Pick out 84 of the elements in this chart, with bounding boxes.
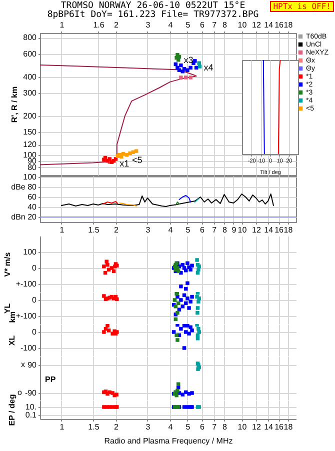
x-tick-label: 2 bbox=[114, 226, 120, 234]
x-tick-label: 6 bbox=[200, 226, 206, 234]
y-tick-label: 90 bbox=[28, 360, 38, 370]
x-tick-label: 12 bbox=[252, 20, 262, 30]
y-tick-label: -100 bbox=[20, 344, 38, 352]
x-tick-label: 18 bbox=[284, 226, 294, 234]
annotation: x3 bbox=[184, 54, 194, 65]
x-tick-label: 9 bbox=[232, 226, 237, 234]
y-axis-title: V* m/s bbox=[2, 252, 12, 277]
x-tick-label: 4 bbox=[168, 226, 174, 234]
y-tick-label: +-100 bbox=[16, 280, 38, 288]
x-tick-label: 14 bbox=[264, 20, 274, 30]
y-tick-label: 300 bbox=[23, 88, 38, 98]
y-tick-label: +-100 bbox=[16, 312, 38, 320]
x-tick-label: 14 bbox=[264, 422, 274, 432]
x-tick-label: 1 bbox=[60, 422, 65, 432]
annotation: PP bbox=[45, 375, 56, 384]
y-tick-label: 10. bbox=[25, 402, 36, 412]
text: km bbox=[8, 311, 17, 323]
chart-subtitle: 8pBP6It DoY= 161.223 File= TR977372.BPG bbox=[47, 10, 259, 20]
y-tick-label: -90 bbox=[24, 388, 38, 398]
y-tick-label: 80 bbox=[28, 162, 38, 172]
x-tick-label: 1.6 bbox=[93, 20, 105, 30]
x-tick-label: 7 bbox=[212, 226, 218, 234]
x-tick-label: 4 bbox=[168, 20, 174, 30]
x-tick-label: 8 bbox=[222, 226, 228, 234]
y-tick-label: 100 bbox=[23, 172, 38, 182]
x-tick-label: 7 bbox=[212, 422, 218, 432]
x-tick-label: 2 bbox=[114, 20, 120, 30]
x-tick-label: 3 bbox=[146, 422, 151, 432]
x-tick-label: 10 bbox=[238, 20, 248, 30]
chart-title: TROMSO NORWAY 26-06-10 0522UT 15°E bbox=[60, 1, 246, 11]
y-tick-label: 0.1 bbox=[25, 410, 38, 420]
x-tick-label: 7 bbox=[212, 20, 218, 30]
annotation: <5 bbox=[132, 155, 142, 166]
x-tick-label: 18 bbox=[284, 422, 294, 432]
y-tick-label: 800 bbox=[23, 33, 38, 42]
x-tick-label: 8 bbox=[222, 422, 228, 432]
x-tick-label: 16 bbox=[274, 422, 284, 432]
y-tick-label: 0 bbox=[32, 328, 38, 336]
x-tick-label: 1 bbox=[60, 226, 65, 234]
annotation: x1 bbox=[120, 158, 130, 168]
x-tick-label: 10 bbox=[238, 226, 248, 234]
y-axis-title: XL bbox=[7, 335, 16, 346]
x-tick-label: 6 bbox=[200, 422, 206, 432]
x-tick-label: 8 bbox=[222, 20, 228, 30]
y-tick-label: 60 bbox=[28, 192, 38, 202]
annotation: x4 bbox=[204, 62, 214, 73]
x-tick-label: 10 bbox=[238, 422, 248, 432]
text: x bbox=[21, 360, 25, 369]
x-tick-label: 12 bbox=[252, 226, 262, 234]
x-tick-label: 6 bbox=[200, 20, 206, 30]
text: HPTx is OFF! bbox=[270, 1, 334, 12]
y-tick-label: 150 bbox=[23, 128, 38, 137]
x-tick-label: 16 bbox=[274, 226, 284, 234]
y-tick-label: 0 bbox=[32, 296, 38, 304]
x-tick-label: 5 bbox=[186, 422, 191, 432]
y-tick-label: 200 bbox=[23, 111, 38, 120]
text: o bbox=[18, 388, 23, 397]
x-tick-label: 2 bbox=[114, 422, 120, 432]
x-tick-label: 3 bbox=[146, 20, 151, 30]
x-tick-label: 18 bbox=[284, 20, 294, 30]
x-tick-label: 1.5 bbox=[88, 226, 100, 234]
y-tick-label: 600 bbox=[23, 49, 38, 58]
y-axis-title: EP / deg bbox=[7, 394, 16, 426]
x-tick-label: 12 bbox=[252, 422, 262, 432]
y-tick-label: dBe 80 bbox=[11, 182, 38, 192]
y-tick-label: 120 bbox=[23, 140, 38, 150]
y-axis-title: R', R / km bbox=[10, 86, 20, 123]
x-tick-label: 5 bbox=[186, 226, 191, 234]
x-tick-label: 16 bbox=[274, 20, 284, 30]
x-tick-label: 1 bbox=[60, 20, 65, 30]
x-tick-label: 3 bbox=[146, 226, 151, 234]
x-tick-label: 1.5 bbox=[88, 422, 100, 432]
x-tick-label: 4 bbox=[168, 422, 174, 432]
x-tick-label: 14 bbox=[264, 226, 274, 234]
y-tick-label: 40 bbox=[28, 202, 38, 212]
x-tick-label: 5 bbox=[186, 20, 191, 30]
x-axis-title: Radio and Plasma Frequency / MHz bbox=[104, 436, 233, 446]
y-tick-label: 0 bbox=[32, 264, 38, 272]
y-axis-title: YL bbox=[2, 303, 12, 314]
y-tick-label: 400 bbox=[23, 72, 38, 82]
y-tick-label: 100 bbox=[23, 248, 38, 256]
y-tick-label: dBn 20 bbox=[11, 212, 38, 222]
